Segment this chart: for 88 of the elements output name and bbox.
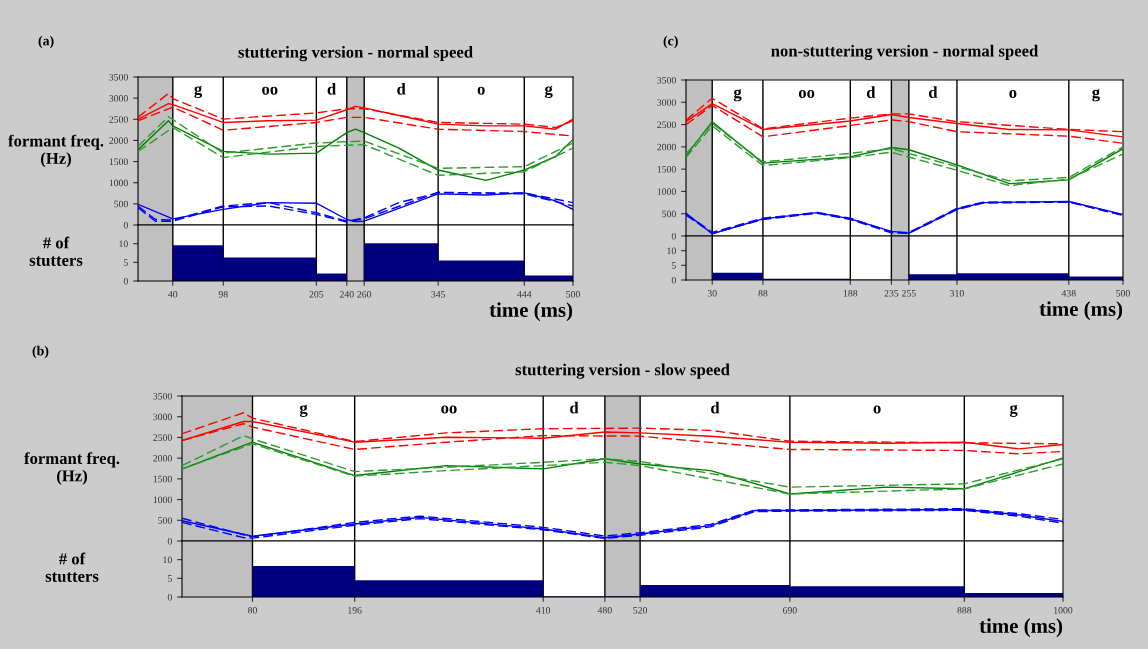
x-tick-label: 500: [566, 291, 580, 298]
y-tick-label: 1500: [153, 475, 172, 483]
x-tick-label: 88: [758, 290, 768, 297]
x-tick-label: 410: [536, 607, 551, 614]
annotation: oo: [441, 405, 457, 414]
x-axis-title: time (ms): [979, 618, 1063, 638]
x-tick-label: 80: [247, 607, 257, 614]
x-tick-label: 255: [902, 290, 916, 297]
x-tick-label: 205: [309, 291, 324, 298]
annotation: g: [1092, 89, 1100, 102]
x-tick-label: 888: [957, 607, 972, 614]
y-tick-label: 500: [114, 200, 128, 208]
x-tick-label: 260: [357, 291, 372, 298]
annotation: g: [1009, 404, 1018, 417]
y-tick-label: 10: [667, 247, 676, 255]
annotation: d: [570, 401, 579, 414]
x-tick-label: 30: [707, 290, 717, 297]
x-tick-label: 444: [517, 291, 532, 298]
y-tick-label: 3000: [153, 413, 172, 421]
y-tick-label: 3000: [657, 99, 676, 106]
y-tick-label: 2500: [109, 116, 128, 123]
annotation: d: [866, 86, 876, 98]
x-tick-label: 235: [884, 290, 899, 297]
chart-title: non-stuttering version - normal speed: [771, 44, 1039, 61]
annotation: g: [733, 89, 742, 102]
chart-title: stuttering version - slow speed: [515, 363, 730, 379]
y-tick-label: 10: [163, 556, 172, 564]
x-tick-label: 438: [1061, 290, 1076, 297]
x-tick-label: 480: [597, 607, 612, 614]
text: (a): [38, 35, 54, 49]
y-tick-label: 0: [671, 232, 676, 240]
annotation: g: [544, 85, 553, 99]
x-tick-label: 188: [843, 290, 858, 297]
y-tick-label: 0: [167, 593, 172, 601]
annotation: d: [928, 86, 938, 98]
annotation: d: [397, 82, 406, 95]
x-axis-title: time (ms): [489, 302, 573, 322]
x-tick-label: 345: [431, 291, 446, 298]
annotation: o: [873, 405, 881, 414]
annotation: o: [477, 86, 485, 95]
y-tick-label: 0: [671, 276, 676, 284]
x-axis-title: time (ms): [1039, 301, 1123, 321]
chart-title: stuttering version - normal speed: [238, 45, 473, 62]
annotation: d: [327, 82, 337, 95]
x-tick-label: 196: [348, 607, 362, 614]
y-axis-title: # of stutters: [29, 236, 83, 266]
y-tick-label: 500: [662, 210, 676, 218]
y-tick-label: 3500: [109, 73, 128, 81]
annotation: oo: [798, 89, 815, 98]
y-tick-label: 3500: [657, 76, 676, 84]
x-tick-label: 690: [783, 607, 797, 614]
annotation: g: [299, 404, 308, 417]
y-tick-label: 5: [167, 575, 172, 582]
y-tick-label: 0: [123, 221, 128, 229]
x-tick-label: 1000: [1054, 607, 1073, 614]
annotation: g: [194, 85, 203, 99]
annotation: d: [711, 401, 720, 414]
x-tick-label: 240: [339, 291, 354, 298]
y-tick-label: 500: [158, 517, 172, 524]
x-tick-label: 500: [1116, 290, 1130, 297]
y-tick-label: 0: [123, 277, 128, 285]
y-tick-label: 2000: [657, 143, 676, 151]
y-tick-label: 1000: [109, 179, 128, 187]
y-tick-label: 2000: [109, 137, 128, 144]
y-tick-label: 0: [167, 537, 172, 545]
annotation: o: [1009, 89, 1017, 98]
y-axis-title: formant freq. (Hz): [8, 134, 104, 168]
annotation: oo: [262, 86, 278, 95]
y-tick-label: 1000: [657, 188, 676, 195]
y-tick-label: 2000: [153, 455, 172, 462]
text: (c): [663, 35, 678, 49]
y-axis-title: formant freq. (Hz): [24, 452, 120, 485]
y-tick-label: 3500: [153, 392, 172, 400]
y-tick-label: 5: [123, 259, 128, 266]
x-tick-label: 520: [633, 607, 648, 614]
x-tick-label: 98: [218, 291, 228, 298]
text: (b): [32, 345, 49, 359]
y-tick-label: 5: [671, 262, 676, 269]
x-tick-label: 40: [168, 291, 178, 298]
y-tick-label: 1500: [109, 158, 128, 166]
y-tick-label: 1500: [657, 166, 676, 173]
y-axis-title: # of stutters: [45, 552, 99, 582]
y-tick-label: 1000: [153, 496, 172, 504]
y-tick-label: 3000: [109, 95, 128, 102]
x-tick-label: 310: [950, 290, 964, 297]
y-tick-label: 2500: [657, 121, 676, 129]
y-tick-label: 2500: [153, 434, 172, 441]
y-tick-label: 10: [119, 240, 128, 248]
